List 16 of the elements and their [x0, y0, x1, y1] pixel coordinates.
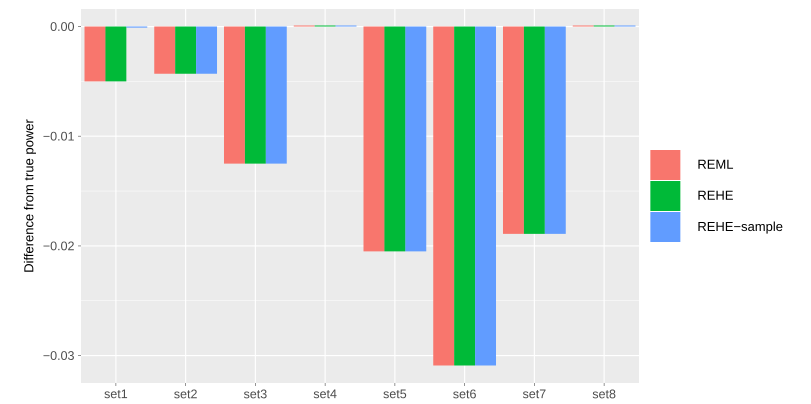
x-tick-label: set8	[592, 390, 616, 398]
legend-label: REML	[698, 160, 734, 169]
x-tick-label: set5	[383, 390, 406, 398]
x-tick-label: set6	[453, 390, 476, 398]
y-tick-label: −0.03	[43, 351, 74, 360]
x-tick-label: set7	[522, 390, 546, 398]
x-tick-label: set3	[244, 390, 267, 398]
legend-label: REHE−sample	[698, 222, 782, 234]
x-tick-label: set4	[314, 390, 337, 398]
x-tick-label: set1	[104, 390, 128, 398]
y-tick-label: −0.01	[43, 132, 74, 141]
y-tick-label: −0.02	[43, 241, 74, 250]
legend-label: REHE	[698, 190, 733, 200]
y-tick-label: 0.00	[50, 22, 74, 31]
x-tick-label: set2	[174, 390, 197, 398]
y-axis-title: Difference from true power	[24, 119, 36, 272]
